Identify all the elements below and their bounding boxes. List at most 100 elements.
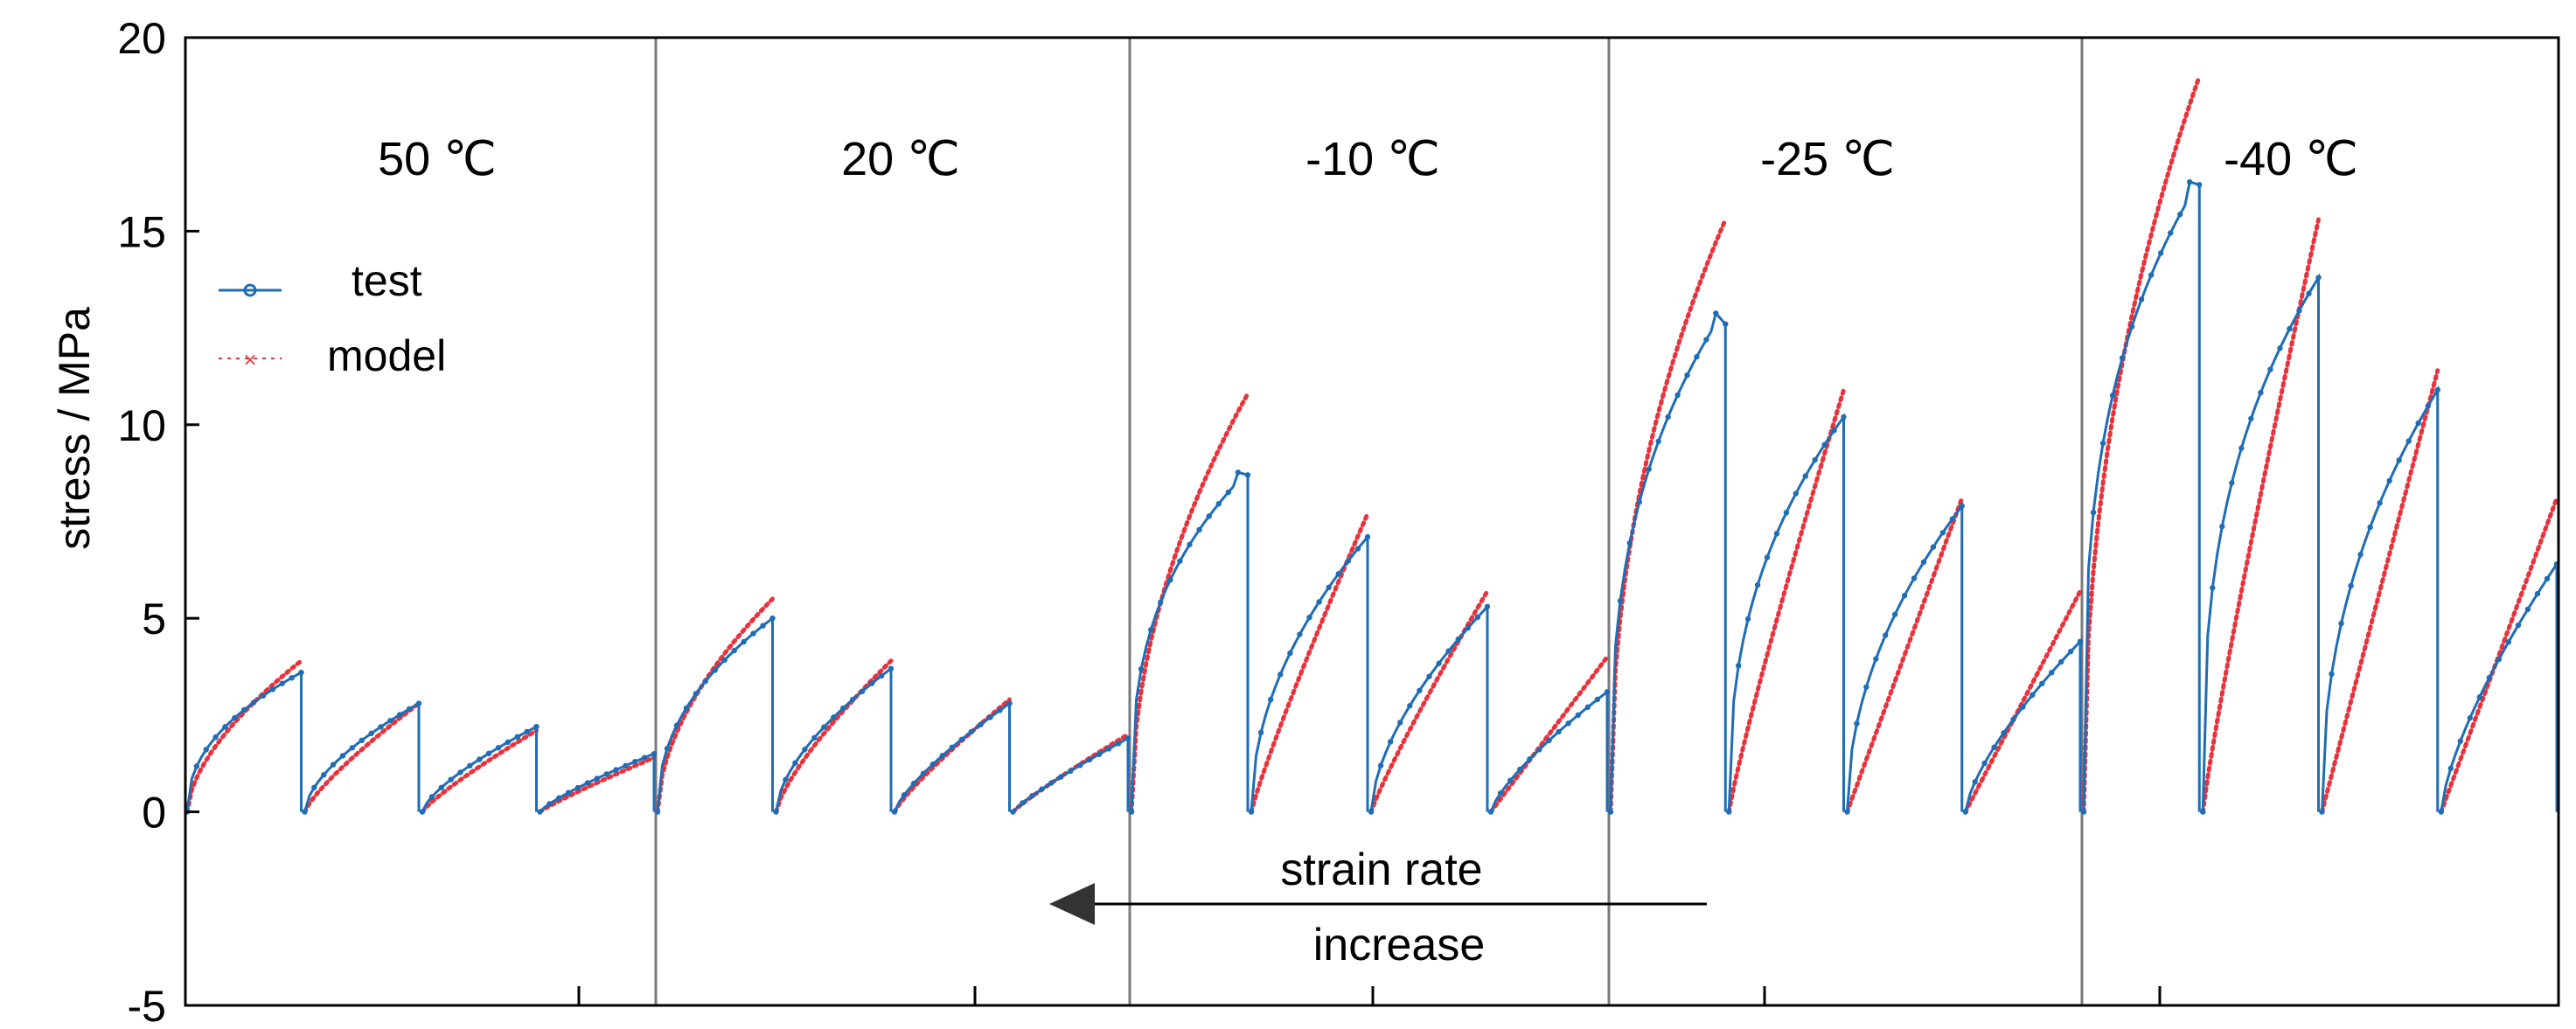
test-point: [1713, 310, 1719, 316]
test-point: [891, 809, 898, 815]
test-point: [222, 724, 228, 730]
test-point: [613, 767, 619, 773]
test-point: [1484, 603, 1491, 610]
test-curve: [2201, 273, 2320, 812]
test-point: [2377, 500, 2383, 506]
test-point: [1694, 353, 1700, 360]
test-point: [1626, 539, 1633, 546]
test-point: [1646, 466, 1652, 472]
y-tick-label: 5: [142, 594, 166, 643]
test-curve: [303, 701, 421, 813]
test-point: [368, 730, 374, 737]
test-point: [2467, 715, 2474, 721]
test-point: [241, 706, 247, 713]
test-point: [1617, 598, 1624, 604]
test-curve: [185, 670, 303, 812]
test-point: [2447, 765, 2454, 772]
test-point: [1474, 614, 1481, 621]
test-point: [574, 784, 581, 791]
test-point: [978, 721, 984, 727]
test-point: [949, 744, 955, 751]
test-point: [1077, 762, 1083, 768]
test-point: [250, 699, 257, 706]
test-point: [1368, 809, 1375, 815]
test-point: [457, 769, 463, 775]
legend-model-label: model: [327, 331, 446, 380]
test-point: [2219, 524, 2225, 530]
test-point: [1854, 720, 1860, 727]
test-point: [987, 714, 993, 720]
strain-rate-label: strain rate: [1280, 845, 1482, 895]
test-point: [556, 795, 562, 801]
test-point: [2438, 809, 2444, 815]
test-point: [2001, 730, 2007, 736]
test-point: [1167, 577, 1173, 583]
test-point: [693, 691, 700, 697]
legend-test-label: test: [352, 256, 422, 305]
test-point: [2080, 809, 2087, 815]
test-point: [1138, 666, 1145, 672]
test-point: [1556, 728, 1562, 735]
panel-title: 50 ℃: [378, 133, 497, 185]
y-tick-label: 0: [142, 789, 166, 838]
test-point: [387, 718, 393, 724]
y-tick-label: 20: [117, 14, 166, 63]
test-point: [783, 776, 789, 782]
model-curve: [1963, 588, 2083, 815]
test-point: [1029, 793, 1035, 799]
test-point: [2405, 438, 2412, 444]
test-point: [1147, 627, 1154, 633]
test-point: [1665, 414, 1671, 421]
model-curve: [655, 596, 775, 815]
test-point: [1058, 774, 1064, 780]
test-point: [1764, 554, 1771, 560]
test-point: [1335, 571, 1341, 577]
test-point: [2077, 638, 2084, 644]
test-point: [1703, 337, 1709, 343]
test-point: [2425, 403, 2431, 409]
test-point: [1267, 697, 1274, 703]
test-point: [939, 753, 945, 759]
panel-title: 20 ℃: [841, 133, 960, 185]
test-point: [2029, 692, 2036, 699]
test-point: [821, 724, 827, 730]
test-point: [1527, 756, 1533, 762]
test-point: [1177, 558, 1183, 564]
test-point: [1465, 625, 1472, 631]
test-point: [2090, 509, 2097, 516]
test-point: [1354, 546, 1361, 552]
test-point: [2357, 552, 2364, 558]
test-curve: [1489, 689, 1609, 813]
test-point: [1674, 392, 1681, 399]
test-point: [1831, 428, 1837, 434]
test-point: [712, 667, 718, 673]
test-point: [467, 762, 473, 769]
model-curve: [1129, 391, 1250, 815]
test-point: [1248, 809, 1255, 815]
test-point: [1244, 472, 1251, 478]
test-point: [792, 760, 798, 766]
test-point: [2157, 250, 2164, 256]
test-point: [2229, 480, 2235, 486]
test-point: [1039, 786, 1045, 792]
panel-title: -25 ℃: [1760, 133, 1895, 185]
test-point: [840, 705, 846, 712]
test-point: [2210, 585, 2216, 591]
model-curve: [420, 728, 539, 815]
test-point: [2167, 230, 2174, 236]
model-curve: [1845, 496, 1965, 815]
test-point: [1754, 581, 1761, 588]
test-point: [2128, 323, 2135, 330]
test-point: [2476, 694, 2483, 700]
test-point: [1128, 809, 1135, 815]
test-point: [2109, 393, 2116, 399]
test-point: [1105, 746, 1112, 752]
test-curve: [2321, 385, 2440, 812]
test-curve: [656, 615, 774, 812]
test-point: [1364, 534, 1371, 540]
test-point: [1607, 809, 1614, 815]
test-point: [773, 809, 779, 815]
test-point: [1821, 441, 1828, 448]
test-point: [1744, 615, 1751, 622]
test-point: [654, 809, 661, 815]
